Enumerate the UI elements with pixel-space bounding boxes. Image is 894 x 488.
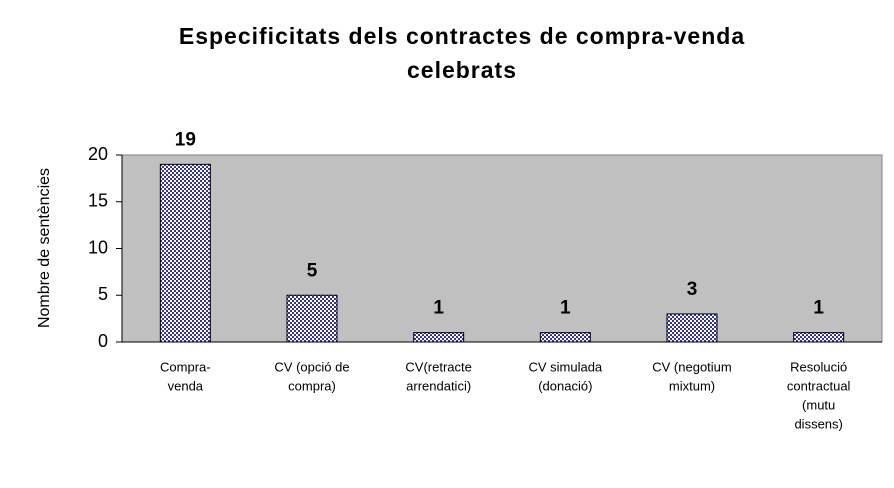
bar	[793, 332, 845, 343]
x-tick-label: CV (negotium	[652, 359, 731, 374]
bar	[286, 294, 338, 343]
value-label: 5	[307, 260, 318, 281]
x-tick-label: CV simulada	[528, 359, 602, 374]
chart-title: celebrats	[407, 57, 517, 83]
x-tick-label: contractual	[787, 378, 851, 393]
bar	[159, 163, 211, 343]
x-tick-label: mixtum)	[669, 378, 715, 393]
y-tick-label: 15	[88, 191, 108, 211]
x-tick-label: arrendatici)	[406, 378, 471, 393]
x-tick-label: compra)	[288, 378, 336, 393]
value-label: 1	[560, 298, 571, 319]
y-tick-label: 0	[98, 331, 108, 351]
plot-area	[121, 154, 883, 343]
value-label: 1	[813, 298, 824, 319]
value-label: 19	[175, 129, 196, 150]
x-tick-label: Compra-	[160, 359, 211, 374]
y-tick-label: 20	[88, 144, 108, 164]
bar	[666, 313, 718, 343]
y-tick-label: 5	[98, 284, 108, 304]
x-tick-label: (mutu	[802, 397, 835, 412]
bar	[413, 332, 465, 343]
x-tick-label: CV(retracte	[405, 359, 471, 374]
x-tick-label: CV (opció de	[274, 359, 349, 374]
y-axis-label: Nombre de sentències	[36, 168, 53, 328]
x-tick-label: venda	[168, 378, 204, 393]
y-tick-label: 10	[88, 237, 108, 257]
x-tick-label: dissens)	[794, 416, 842, 431]
value-label: 3	[687, 279, 698, 300]
chart-title: Especificitats dels contractes de compra…	[179, 23, 745, 49]
bar	[539, 332, 591, 343]
x-tick-label: Resolució	[790, 359, 847, 374]
x-tick-label: (donació)	[538, 378, 592, 393]
value-label: 1	[433, 298, 444, 319]
